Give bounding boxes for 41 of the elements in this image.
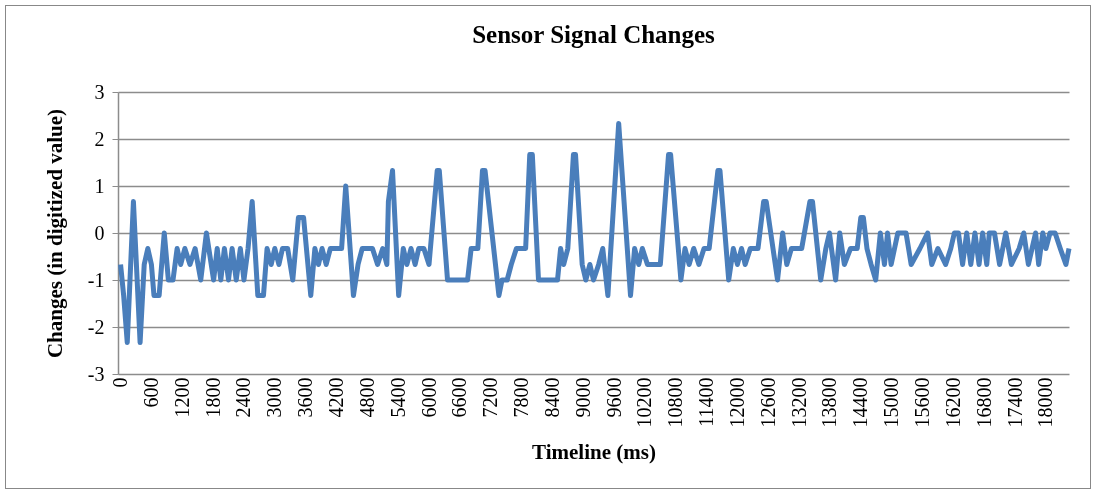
- x-tick-label: 13200: [787, 377, 810, 428]
- x-tick-label: 17400: [1003, 377, 1026, 428]
- x-tick-label: 15000: [880, 377, 903, 428]
- x-tick-label: 16200: [941, 377, 964, 428]
- x-tick-label: 6000: [417, 377, 440, 418]
- x-tick-label: 6600: [448, 377, 471, 418]
- x-tick-label: 4800: [355, 377, 378, 418]
- x-tick-label: 600: [139, 377, 162, 408]
- y-tick-label: -3: [87, 362, 105, 385]
- x-tick-label: 7800: [510, 377, 533, 418]
- x-tick-label: 14400: [849, 377, 872, 428]
- x-tick-label: 1200: [170, 377, 193, 418]
- x-tick-label: 13800: [818, 377, 841, 428]
- x-tick-label: 8400: [540, 377, 563, 418]
- y-axis-title: Changes (in digitized value): [42, 108, 67, 359]
- x-tick-label: 9600: [602, 377, 625, 418]
- y-tick-label: 0: [94, 221, 105, 244]
- x-tick-label: 12600: [756, 377, 779, 428]
- x-tick-label: 18000: [1034, 377, 1057, 428]
- y-tick-label: -1: [87, 268, 105, 291]
- x-tick-label: 12000: [725, 377, 748, 428]
- x-tick-label: 9000: [571, 377, 594, 418]
- x-tick-label: 2400: [232, 377, 255, 418]
- y-tick-label: 3: [94, 80, 105, 103]
- x-tick-label: 16800: [972, 377, 995, 428]
- y-tick-label: -2: [87, 315, 105, 338]
- y-tick-label: 2: [94, 127, 105, 150]
- x-tick-label: 3000: [263, 377, 286, 418]
- x-tick-label: 11400: [695, 377, 718, 427]
- x-tick-label: 10800: [664, 377, 687, 428]
- x-axis-title: Timeline (ms): [532, 439, 656, 464]
- x-tick-label: 15600: [910, 377, 933, 428]
- y-tick-label: 1: [94, 174, 105, 197]
- x-tick-label: 3600: [294, 377, 317, 418]
- chart-title: Sensor Signal Changes: [472, 21, 716, 48]
- x-tick-label: 10200: [633, 377, 656, 428]
- x-tick-label: 7200: [479, 377, 502, 418]
- x-tick-label: 1800: [201, 377, 224, 418]
- x-tick-label: 4200: [324, 377, 347, 418]
- x-tick-label: 5400: [386, 377, 409, 418]
- x-tick-label: 0: [109, 377, 132, 388]
